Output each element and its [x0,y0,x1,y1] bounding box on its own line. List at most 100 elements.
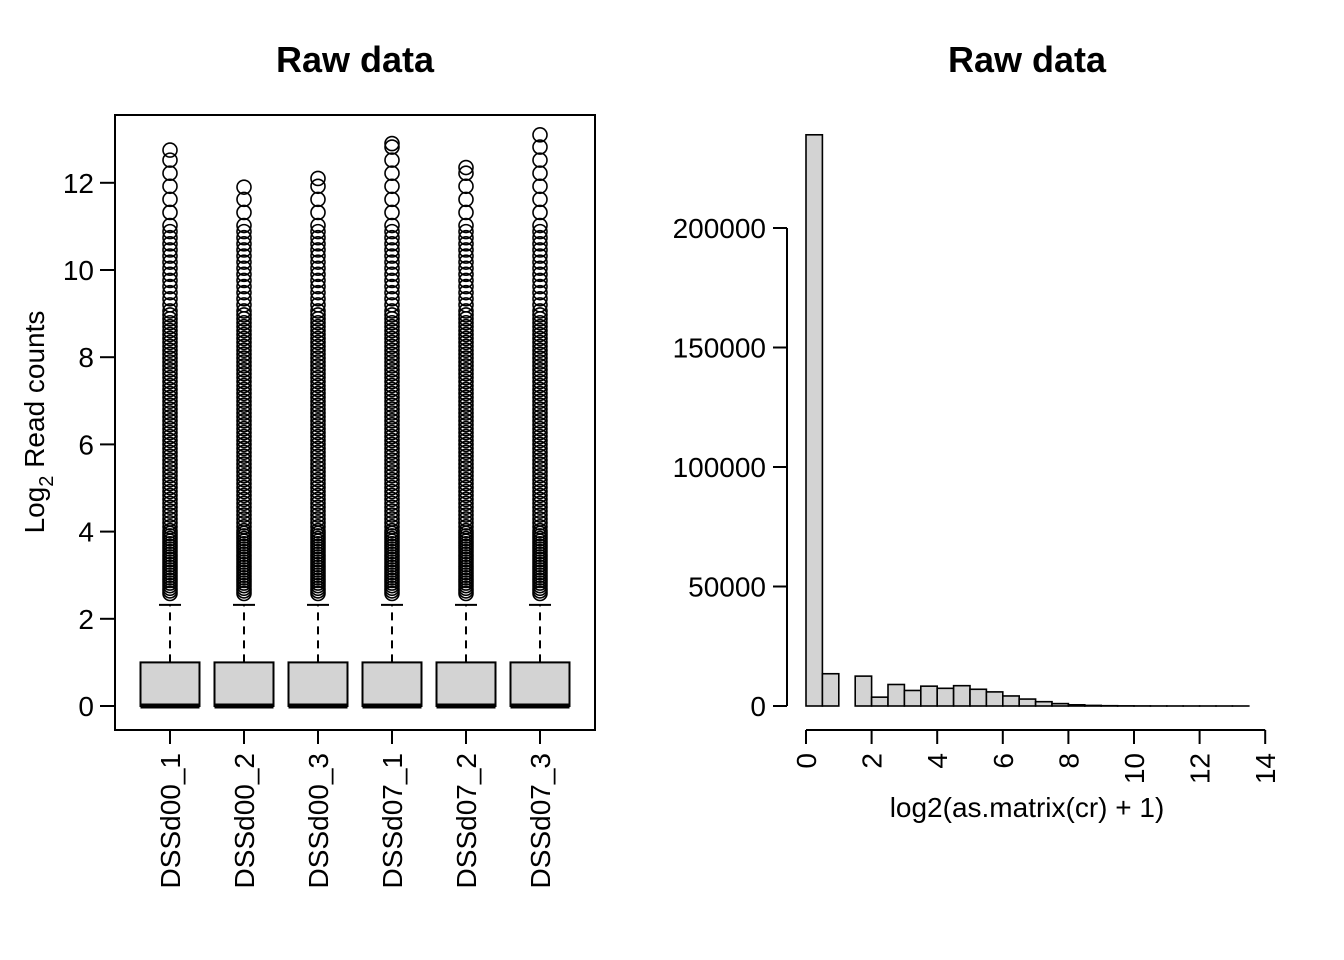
histogram-x-tick-label: 6 [988,753,1019,769]
boxplot-outlier [458,322,474,339]
boxplot-outlier [236,428,252,445]
boxplot-outlier [532,405,548,421]
boxplot-outlier [236,284,252,301]
boxplot-outlier [458,346,474,362]
boxplot-outlier [310,460,326,476]
boxplot-outlier [310,346,326,362]
boxplot-outlier [532,413,548,429]
boxplot-outlier [532,260,548,277]
histogram-bar [969,688,988,707]
boxplot-outlier [532,436,548,453]
boxplot-outlier [162,278,178,295]
boxplot-outlier [532,152,548,168]
boxplot-outlier [384,397,400,413]
boxplot-outlier [458,236,474,252]
boxplot-outlier [458,223,474,240]
boxplot-outlier [310,444,326,461]
boxplot-outlier [236,314,252,331]
boxplot-outlier [310,373,326,390]
boxplot-outlier [384,266,400,283]
boxplot-outlier [458,330,474,347]
boxplot-outlier [384,229,400,246]
boxplot-outlier [458,217,474,234]
boxplot-outlier [236,242,252,258]
boxplot-outlier [310,377,326,394]
boxplot-x-tick-label: DSSd00_1 [155,753,186,888]
boxplot-outlier [236,365,252,382]
boxplot-outlier [162,260,178,277]
boxplot-outlier [236,409,252,425]
boxplot-outlier [310,284,326,301]
boxplot-outlier [532,491,548,508]
boxplot-outlier [310,365,326,382]
boxplot-outlier [532,254,548,270]
boxplot-outlier [458,178,474,195]
boxplot-outlier [162,456,178,472]
boxplot-outlier [162,444,178,461]
boxplot-outlier [532,519,548,535]
boxplot-outlier [310,178,326,195]
boxplot-outlier [384,409,400,425]
boxplot-outlier [532,448,548,464]
boxplot-outlier [532,278,548,295]
boxplot-outlier [384,503,400,519]
ylabel-rest: Read counts [19,311,50,476]
boxplot-outlier [310,503,326,519]
boxplot-outlier [236,322,252,339]
boxplot-outlier [310,342,326,359]
boxplot-outlier [162,369,178,386]
boxplot-x-axis: DSSd00_1 DSSd00_2 DSSd00_3 DSSd07_1 DSSd07_2… [155,730,556,888]
boxplot-outlier [384,342,400,359]
boxplot-outlier [236,272,252,289]
boxplot-outlier [162,515,178,531]
boxplot-y-axis: 0 2 4 6 8 10 12 [63,168,115,722]
boxplot-outlier [162,342,178,359]
boxplot-outlier [310,229,326,246]
boxplot-outlier [532,284,548,301]
boxplot-outlier [310,475,326,492]
boxplot-outlier [162,405,178,421]
histogram-x-tick-label: 0 [791,753,822,769]
boxplot-outlier [458,424,474,441]
boxplot-outlier [236,223,252,240]
boxplot-outlier [458,204,474,221]
boxplot-outlier [236,229,252,246]
boxplot-outlier [310,448,326,464]
boxplot-outlier [162,290,178,307]
boxplot-outlier [384,377,400,394]
boxplot-outlier [458,471,474,488]
boxplot-outlier [458,452,474,468]
histogram-x-tick-label: 4 [922,753,953,769]
boxplot-outlier [310,318,326,335]
boxplot-outlier [532,452,548,468]
boxplot-outlier [384,307,400,323]
boxplot-outlier [236,515,252,531]
boxplot-outlier [532,416,548,433]
boxplot-outlier [236,467,252,484]
boxplot-outlier [236,460,252,476]
boxplot-outlier [310,278,326,295]
boxplot-outlier [162,236,178,252]
boxplot-outlier [384,223,400,240]
boxplot-outlier [162,471,178,488]
boxplot-outlier [162,223,178,240]
boxplot-outlier [310,401,326,417]
boxplot-outlier [458,358,474,374]
histogram-bar [1067,704,1086,707]
boxplot-outlier [532,401,548,417]
boxplot-outlier [532,381,548,398]
boxplot-outlier [532,495,548,512]
histogram-bar [887,683,906,707]
boxplot-outlier [458,475,474,492]
boxplot-outlier [384,491,400,508]
boxplot-outlier [458,405,474,421]
boxplot-outlier [310,519,326,535]
boxplot-outlier [310,204,326,221]
boxplot-outlier [162,393,178,410]
boxplot-outlier [236,440,252,457]
boxplot-outlier [458,389,474,406]
boxplot-outlier [532,409,548,425]
boxplot-x-tick-label: DSSd00_3 [303,753,334,888]
boxplot-outlier [162,401,178,417]
